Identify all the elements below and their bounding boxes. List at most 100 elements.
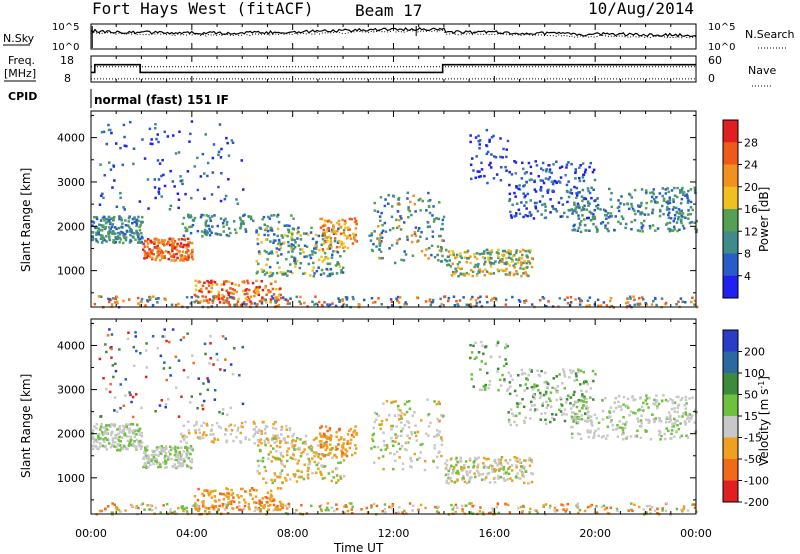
heatmap-cell [328, 247, 331, 250]
heatmap-cell [319, 426, 322, 430]
heatmap-cell [412, 194, 415, 197]
heatmap-cell [288, 224, 291, 228]
heatmap-cell [602, 504, 606, 508]
heatmap-cell [563, 408, 567, 411]
heatmap-cell [640, 188, 644, 191]
heatmap-cell [99, 234, 103, 237]
heatmap-cell [609, 406, 613, 409]
heatmap-cell [287, 502, 290, 506]
heatmap-cell [396, 434, 400, 438]
heatmap-cell [274, 473, 277, 477]
heatmap-cell [258, 499, 261, 502]
colorbar-tick-label: -200 [744, 496, 769, 509]
heatmap-cell [163, 328, 166, 331]
heatmap-cell [154, 258, 157, 262]
heatmap-cell [199, 175, 203, 178]
heatmap-cell [124, 509, 127, 512]
heatmap-cell [315, 242, 318, 245]
heatmap-cell [596, 207, 600, 210]
heatmap-cell [287, 244, 290, 248]
heatmap-cell [134, 506, 138, 509]
heatmap-cell [595, 505, 598, 508]
heatmap-cell [686, 213, 690, 216]
heatmap-cell [260, 500, 263, 504]
heatmap-cell [279, 246, 283, 250]
heatmap-cell [370, 506, 373, 509]
heatmap-cell [269, 240, 272, 243]
heatmap-cell [496, 255, 500, 258]
heatmap-cell [99, 442, 102, 445]
heatmap-cell [527, 260, 530, 263]
heatmap-cell [433, 444, 436, 447]
heatmap-cell [226, 141, 229, 145]
heatmap-cell [669, 419, 673, 422]
heatmap-cell [524, 299, 528, 302]
heatmap-cell [684, 398, 688, 402]
heatmap-cell [339, 255, 342, 258]
heatmap-cell [185, 243, 188, 247]
heatmap-cell [117, 448, 120, 452]
heatmap-cell [202, 431, 206, 434]
heatmap-cell [406, 441, 410, 444]
heatmap-cell [650, 505, 654, 509]
heatmap-cell [549, 198, 552, 201]
heatmap-cell [275, 299, 278, 303]
heatmap-cell [645, 505, 649, 508]
heatmap-cell [132, 345, 135, 349]
heatmap-cell [112, 423, 115, 427]
heatmap-cell [286, 302, 289, 305]
heatmap-cell [672, 225, 676, 229]
heatmap-cell [281, 506, 284, 509]
heatmap-cell [106, 505, 110, 508]
heatmap-cell [287, 230, 291, 234]
heatmap-cell [114, 297, 117, 300]
heatmap-cell [383, 204, 387, 208]
heatmap-cell [534, 408, 537, 411]
heatmap-cell [248, 489, 252, 493]
heatmap-cell [265, 301, 268, 304]
heatmap-cell [323, 465, 327, 468]
heatmap-cell [267, 215, 270, 219]
heatmap-cell [268, 275, 271, 278]
heatmap-cell [326, 303, 329, 306]
heatmap-cell [326, 502, 330, 505]
heatmap-cell [173, 240, 177, 243]
heatmap-cell [479, 175, 482, 178]
heatmap-cell [591, 170, 595, 174]
heatmap-cell [405, 410, 409, 414]
heatmap-cell [288, 427, 292, 430]
heatmap-cell [202, 213, 205, 217]
heatmap-cell [223, 508, 227, 511]
heatmap-cell [528, 464, 532, 467]
heatmap-cell [681, 509, 684, 513]
heatmap-cell [168, 445, 172, 448]
heatmap-cell [407, 206, 410, 209]
heatmap-cell [489, 161, 492, 165]
heatmap-cell [229, 423, 233, 427]
heatmap-cell [402, 259, 406, 262]
heatmap-cell [544, 205, 547, 208]
heatmap-cell [128, 391, 131, 394]
heatmap-cell [229, 287, 232, 290]
heatmap-cell [313, 303, 316, 306]
heatmap-cell [617, 199, 620, 202]
heatmap-cell [578, 508, 582, 512]
heatmap-cell [639, 408, 642, 412]
heatmap-cell [166, 135, 170, 138]
heatmap-cell [190, 460, 194, 464]
heatmap-cell [690, 417, 693, 420]
heatmap-cell [167, 450, 171, 453]
heatmap-cell [471, 505, 474, 508]
heatmap-cell [145, 342, 148, 345]
heatmap-cell [216, 438, 220, 441]
heatmap-cell [171, 255, 174, 258]
heatmap-cell [155, 256, 159, 259]
heatmap-cell [427, 191, 430, 195]
heatmap-cell [275, 296, 279, 299]
heatmap-cell [219, 217, 223, 220]
heatmap-cell [363, 298, 366, 302]
heatmap-cell [187, 241, 190, 244]
heatmap-cell [569, 188, 573, 191]
heatmap-cell [485, 144, 488, 147]
heatmap-cell [177, 456, 180, 459]
